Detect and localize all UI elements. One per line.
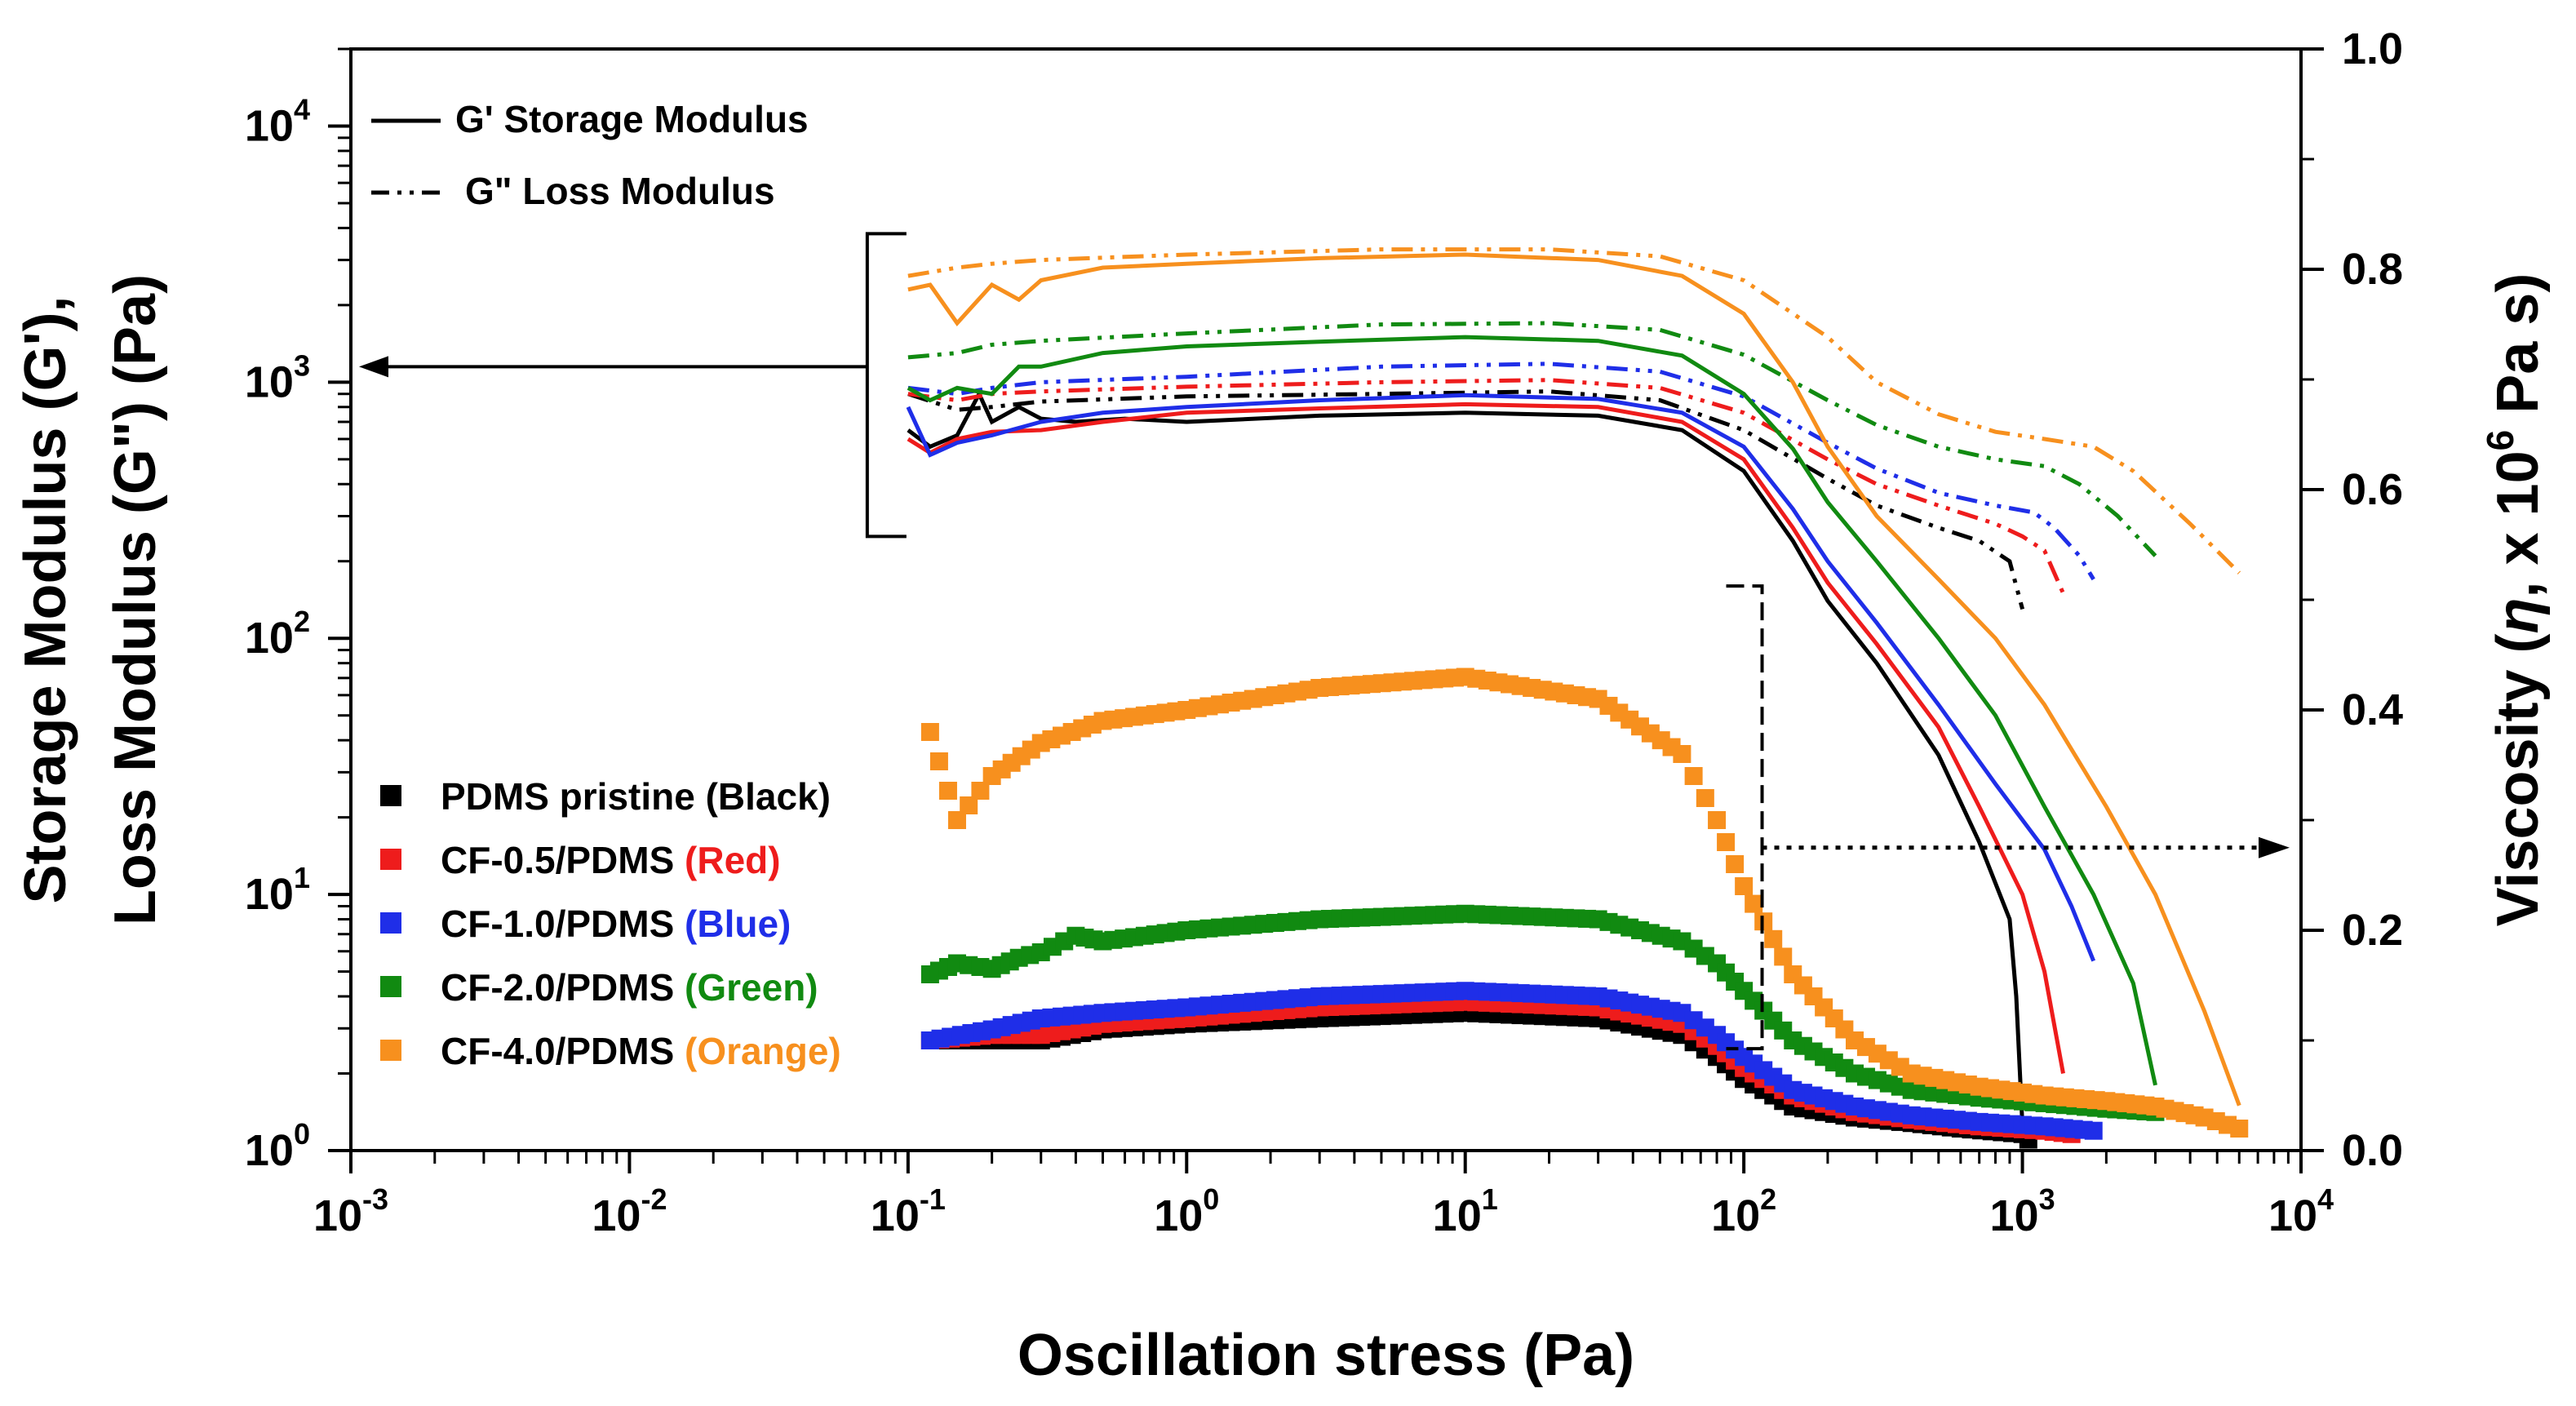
legend-label-cf-2-0-pdms: CF-2.0/PDMS (Green) xyxy=(441,966,818,1009)
viscosity-point-cf-4-0-pdms xyxy=(1684,767,1703,785)
line-style-label-solid: G' Storage Modulus xyxy=(455,98,809,140)
x-tick-label: 10-2 xyxy=(592,1182,667,1240)
legend-label-pdms-pristine: PDMS pristine (Black) xyxy=(441,775,831,818)
loss-modulus-line-cf-2-0-pdms xyxy=(907,321,2157,557)
legend-marker-pdms-pristine xyxy=(380,785,401,806)
legend-label-cf-0-5-pdms: CF-0.5/PDMS (Red) xyxy=(441,839,781,881)
legend-marker-cf-4-0-pdms xyxy=(380,1040,401,1061)
left-axis-arrow-head xyxy=(359,356,388,378)
y-left-tick-label: 101 xyxy=(245,861,310,919)
x-axis-title: Oscillation stress (Pa) xyxy=(1018,1323,1634,1388)
viscosity-point-cf-4-0-pdms xyxy=(1708,811,1727,829)
y-left-tick-label: 103 xyxy=(245,348,310,406)
storage-modulus-line-cf-4-0-pdms xyxy=(907,252,2241,1107)
y-left-tick-label: 102 xyxy=(245,605,310,663)
viscosity-point-cf-4-0-pdms xyxy=(960,796,978,814)
loss-modulus-line-cf-4-0-pdms xyxy=(907,247,2241,574)
legend-group: G' Storage Modulus G" Loss Modulus PDMS pr… xyxy=(371,98,841,1072)
left-bracket xyxy=(865,232,907,539)
x-tick-label: 100 xyxy=(1154,1182,1219,1240)
viscosity-point-cf-4-0-pdms xyxy=(938,782,957,800)
viscosity-point-cf-4-0-pdms xyxy=(2230,1120,2249,1138)
y-right-tick-label: 1.0 xyxy=(2342,24,2403,73)
axes-frame-group xyxy=(328,47,2324,1173)
x-tick-label: 10-1 xyxy=(871,1182,946,1240)
viscosity-point-cf-4-0-pdms xyxy=(1745,894,1763,913)
viscosity-point-cf-4-0-pdms xyxy=(1774,947,1793,966)
viscosity-point-cf-4-0-pdms xyxy=(971,782,990,800)
annotation-group xyxy=(359,232,2290,1051)
viscosity-point-cf-4-0-pdms xyxy=(1717,833,1736,851)
x-tick-label: 104 xyxy=(2268,1182,2334,1240)
y-right-axis-title: Viscosity (η, x 106 Pa s) xyxy=(2479,273,2551,927)
y-right-tick-label: 0.4 xyxy=(2342,685,2403,734)
viscosity-point-cf-4-0-pdms xyxy=(929,752,948,770)
loss-modulus-line-pdms-pristine xyxy=(907,389,2025,610)
labels-group: 10-3 10-2 10-1 100 101 102 103 104 100 101 102 103 1… xyxy=(13,24,2551,1388)
storage-modulus-line-cf-2-0-pdms xyxy=(907,335,2157,1086)
right-axis-arrow-head xyxy=(2259,836,2290,858)
right-bracket xyxy=(1726,584,1764,1051)
x-tick-label: 101 xyxy=(1433,1182,1498,1240)
viscosity-point-cf-4-0-pdms xyxy=(920,723,939,741)
y-left-axis-title-line2: Loss Modulus (G") (Pa) xyxy=(103,274,168,925)
x-tick-label: 10-3 xyxy=(313,1182,388,1240)
data-group xyxy=(906,247,2249,1149)
y-left-tick-label: 104 xyxy=(245,92,310,150)
legend-marker-cf-1-0-pdms xyxy=(380,912,401,934)
x-tick-label: 103 xyxy=(1990,1182,2055,1240)
y-right-tick-label: 0.6 xyxy=(2342,465,2403,514)
viscosity-point-cf-4-0-pdms xyxy=(1726,855,1745,873)
x-tick-label: 102 xyxy=(1711,1182,1776,1240)
viscosity-point-cf-1-0-pdms xyxy=(2084,1121,2103,1140)
storage-modulus-line-pdms-pristine xyxy=(907,389,2025,1126)
y-right-tick-label: 0.0 xyxy=(2342,1126,2403,1175)
loss-modulus-line-cf-0-5-pdms xyxy=(907,378,2065,595)
viscosity-point-cf-4-0-pdms xyxy=(1673,745,1691,763)
y-left-axis-title-line1: Storage Modulus (G'), xyxy=(13,295,78,903)
legend-label-cf-4-0-pdms: CF-4.0/PDMS (Orange) xyxy=(441,1030,841,1072)
legend-marker-cf-2-0-pdms xyxy=(380,976,401,997)
y-left-tick-label: 100 xyxy=(245,1117,310,1175)
legend-label-cf-1-0-pdms: CF-1.0/PDMS (Blue) xyxy=(441,903,791,945)
viscosity-point-cf-4-0-pdms xyxy=(1764,929,1783,948)
viscosity-point-cf-4-0-pdms xyxy=(1735,877,1754,895)
y-right-tick-label: 0.2 xyxy=(2342,906,2403,955)
viscosity-point-cf-4-0-pdms xyxy=(947,811,966,829)
line-style-label-dash-dot-dot: G" Loss Modulus xyxy=(465,170,775,212)
legend-marker-cf-0-5-pdms xyxy=(380,849,401,870)
y-right-tick-label: 0.8 xyxy=(2342,245,2403,294)
viscosity-point-cf-4-0-pdms xyxy=(1696,789,1714,807)
storage-modulus-line-cf-1-0-pdms xyxy=(906,393,2096,962)
